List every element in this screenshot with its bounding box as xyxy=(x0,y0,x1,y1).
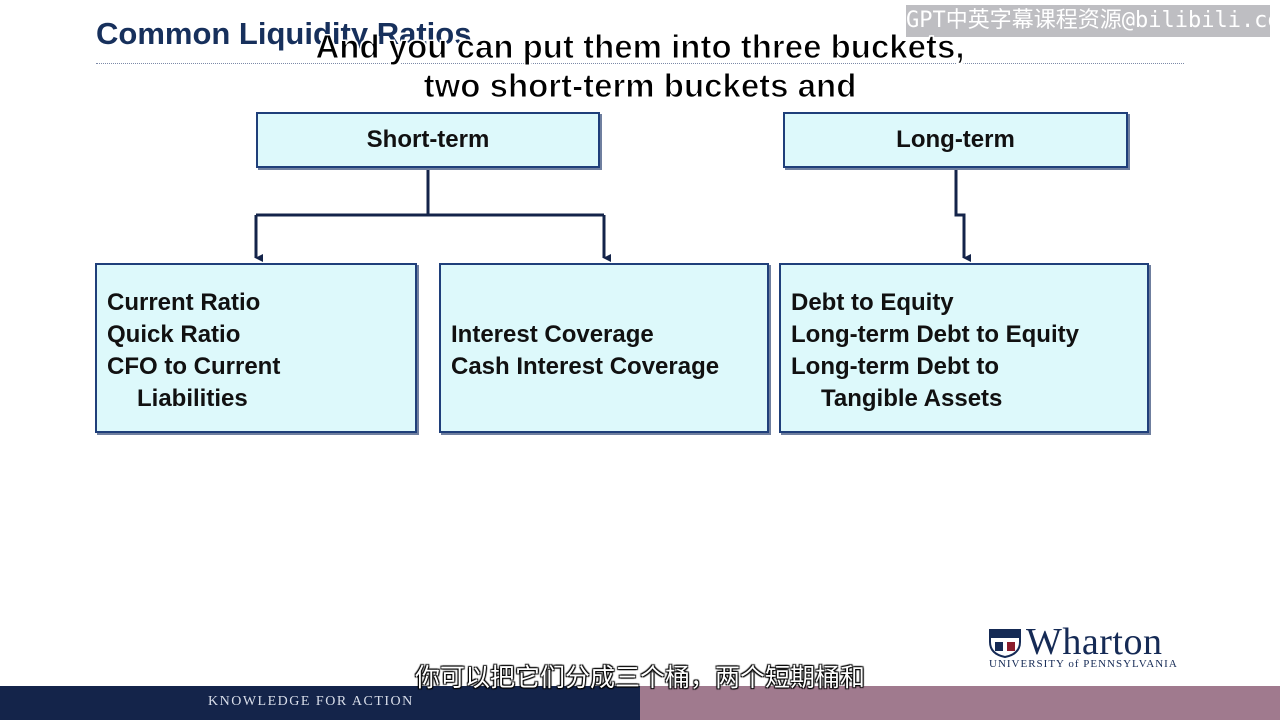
watermark: GPT中英字幕课程资源@bilibili.com xyxy=(906,5,1280,37)
subtitle-chinese: 你可以把它们分成三个桶，两个短期桶和 xyxy=(414,663,865,692)
ratio-item: Tangible Assets xyxy=(821,385,1003,412)
ratio-item: Quick Ratio xyxy=(107,321,241,348)
long-term-header-box: Long-term xyxy=(783,112,1128,168)
short-term-connector xyxy=(254,168,611,262)
subtitle-english-line-1: And you can put them into three buckets, xyxy=(315,28,965,66)
ratio-item: Interest Coverage xyxy=(451,321,654,348)
long-term-bucket: Debt to Equity Long-term Debt to Equity … xyxy=(779,263,1149,433)
ratio-item: Cash Interest Coverage xyxy=(451,353,720,380)
wharton-logo-subtitle: UNIVERSITY of PENNSYLVANIA xyxy=(989,658,1178,670)
ratio-item: Liabilities xyxy=(137,385,248,412)
short-term-label: Short-term xyxy=(366,126,490,153)
long-term-connector xyxy=(954,168,971,262)
ratio-item: CFO to Current xyxy=(107,353,281,380)
wharton-logo-wordmark: Wharton xyxy=(1026,621,1163,663)
footer-bar-right xyxy=(640,686,1280,720)
long-term-label: Long-term xyxy=(896,126,1015,153)
short-term-bucket-1: Current Ratio Quick Ratio CFO to Current… xyxy=(95,263,417,433)
footer-tagline: KNOWLEDGE FOR ACTION xyxy=(208,694,414,709)
ratio-item: Long-term Debt to Equity xyxy=(791,321,1079,348)
ratio-item: Current Ratio xyxy=(107,289,261,316)
title-divider xyxy=(96,63,1184,64)
wharton-shield-icon xyxy=(989,629,1021,658)
slide-title: Common Liquidity Ratios xyxy=(96,16,472,51)
short-term-bucket-2: Interest Coverage Cash Interest Coverage xyxy=(439,263,769,433)
ratio-item: Long-term Debt to xyxy=(791,353,999,380)
ratio-item: Debt to Equity xyxy=(791,289,954,316)
footer-bar-left xyxy=(0,686,640,720)
subtitle-english-line-2: two short-term buckets and xyxy=(423,67,857,105)
short-term-header-box: Short-term xyxy=(256,112,600,168)
